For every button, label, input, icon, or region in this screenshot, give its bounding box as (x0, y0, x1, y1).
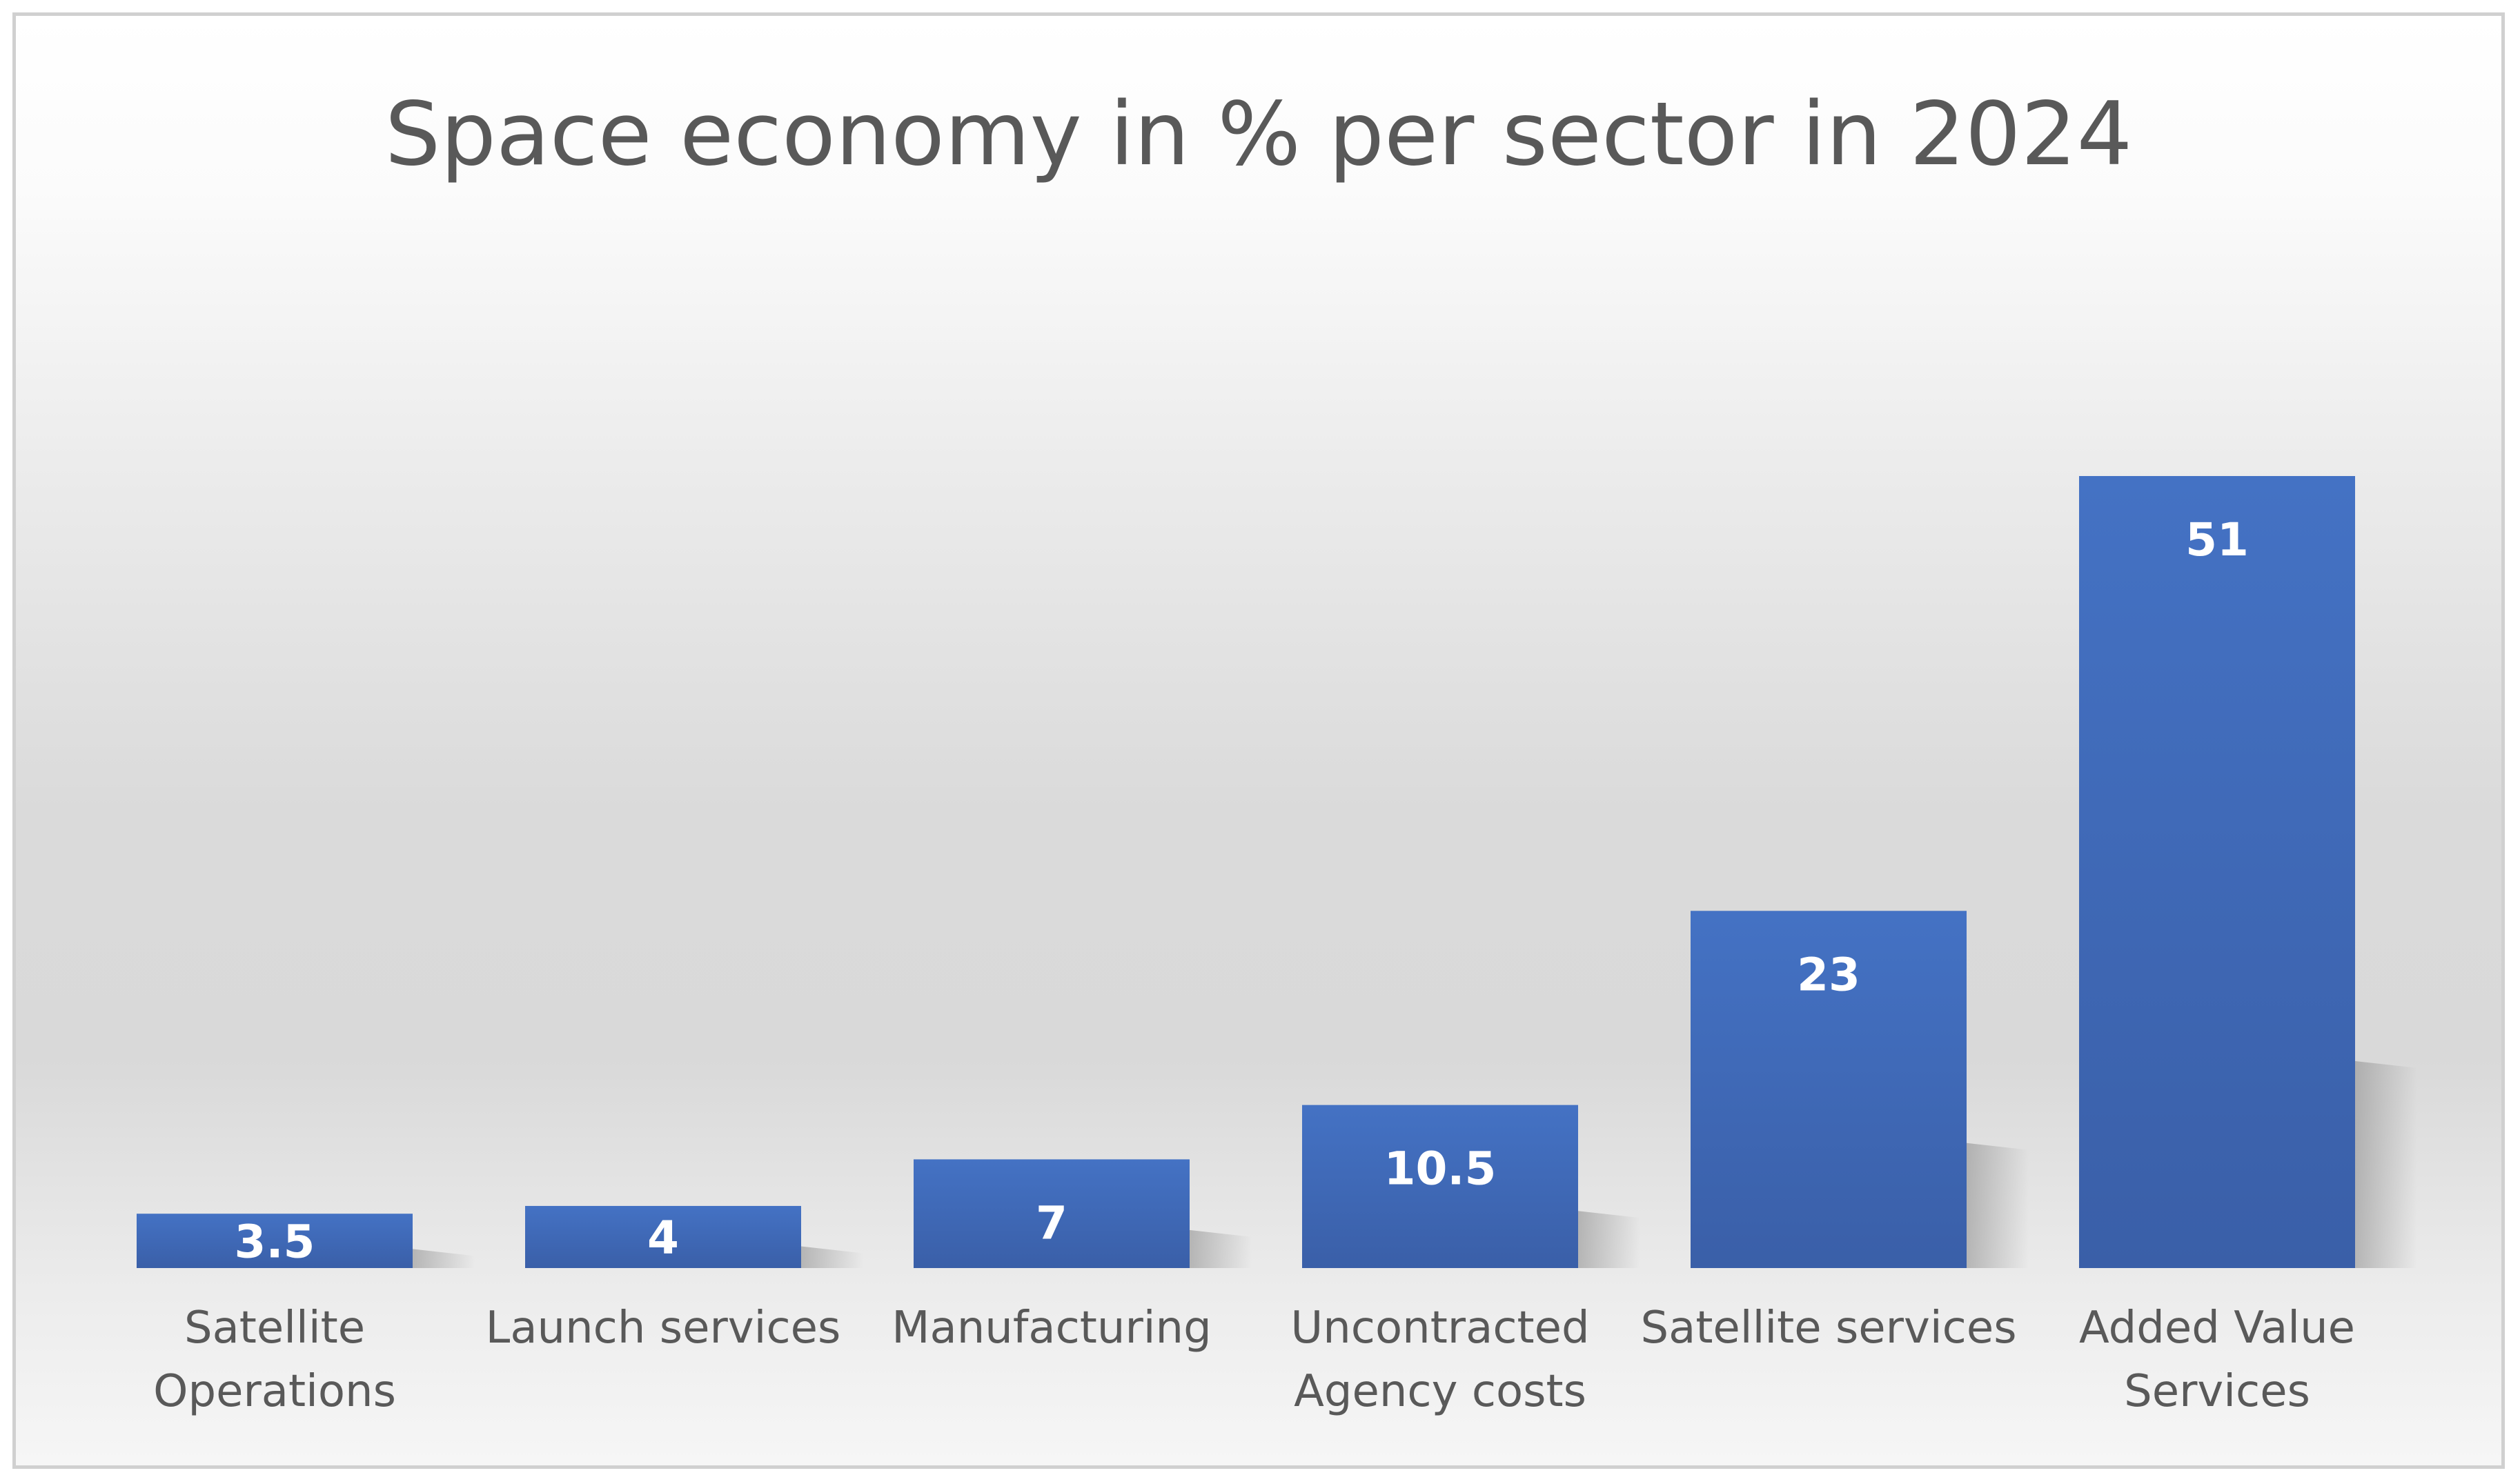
data-label: 4 (647, 1211, 679, 1265)
bar (2079, 476, 2355, 1268)
category-label: Uncontracted (1290, 1303, 1589, 1354)
category-label: Launch services (486, 1303, 841, 1354)
category-label: Agency costs (1294, 1366, 1586, 1417)
category-label: Manufacturing (892, 1303, 1211, 1354)
category-label: Added Value (2079, 1303, 2355, 1354)
bar-shadow (1578, 1211, 1640, 1268)
data-label: 51 (2185, 513, 2249, 566)
bar (137, 1214, 413, 1268)
chart-title: Space economy in % per sector in 2024 (385, 83, 2133, 185)
data-label: 23 (1797, 948, 1860, 1001)
category-label: Satellite (184, 1303, 365, 1354)
bar (914, 1159, 1190, 1268)
category-label: Operations (153, 1366, 396, 1417)
bar-shadow (801, 1246, 863, 1268)
bar-chart: Space economy in % per sector in 2024 3.… (137, 83, 2417, 1417)
data-labels: 3.5 4 7 10.5 23 51 (235, 513, 2249, 1269)
category-label: Services (2124, 1366, 2310, 1417)
bar-shadow (2355, 1061, 2417, 1268)
category-labels: Satellite Operations Launch services Manufa… (153, 1303, 2355, 1417)
bar-shadow (413, 1249, 475, 1268)
data-label: 7 (1036, 1196, 1067, 1249)
bar (525, 1205, 801, 1268)
bar-shadows (413, 1061, 2417, 1268)
category-label: Satellite services (1640, 1303, 2016, 1354)
bar (1302, 1105, 1578, 1268)
data-label: 3.5 (235, 1216, 315, 1269)
bar-shadow (1190, 1229, 1252, 1268)
data-label: 10.5 (1384, 1142, 1497, 1196)
bars (137, 476, 2355, 1268)
bar-shadow (1967, 1142, 2029, 1268)
bar (1691, 911, 1967, 1268)
chart-frame: Space economy in % per sector in 2024 3.… (12, 12, 2505, 1469)
